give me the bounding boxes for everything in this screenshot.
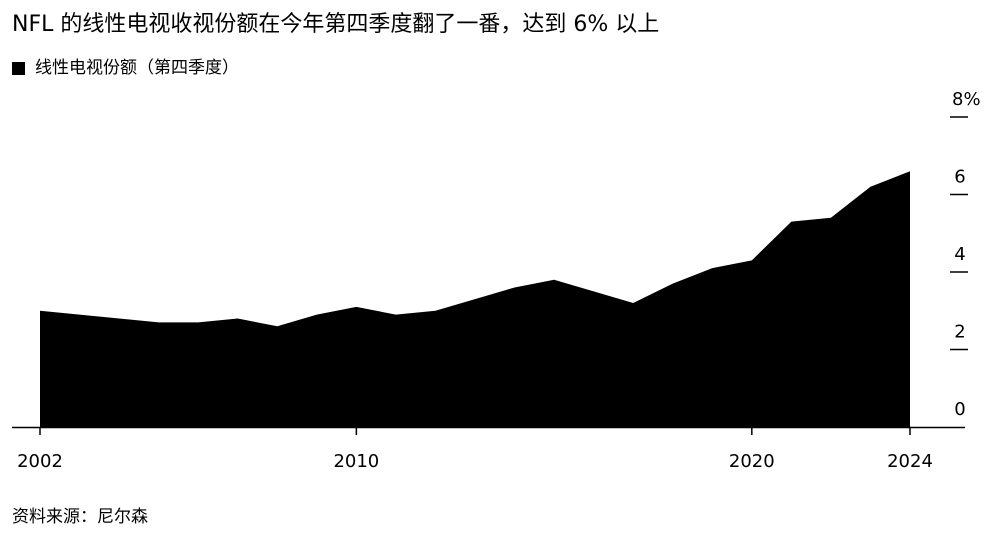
y-tick-label: 0 — [954, 399, 965, 420]
legend-swatch — [12, 61, 25, 75]
legend-label: 线性电视份额（第四季度） — [35, 58, 239, 78]
x-tick-label: 2010 — [333, 451, 379, 472]
y-tick-label: 6 — [954, 167, 965, 188]
legend: 线性电视份额（第四季度） — [12, 56, 239, 80]
y-tick-label: 2 — [954, 322, 965, 343]
x-tick-label: 2002 — [17, 451, 63, 472]
x-tick-label: 2024 — [887, 451, 933, 472]
y-tick-label: 4 — [954, 244, 965, 265]
y-tick-label: 8% — [952, 89, 981, 110]
x-tick-label: 2020 — [729, 451, 775, 472]
series-area — [40, 171, 910, 427]
source-note: 资料来源：尼尔森 — [12, 507, 148, 527]
chart-title: NFL 的线性电视收视份额在今年第四季度翻了一番，达到 6% 以上 — [12, 12, 660, 37]
